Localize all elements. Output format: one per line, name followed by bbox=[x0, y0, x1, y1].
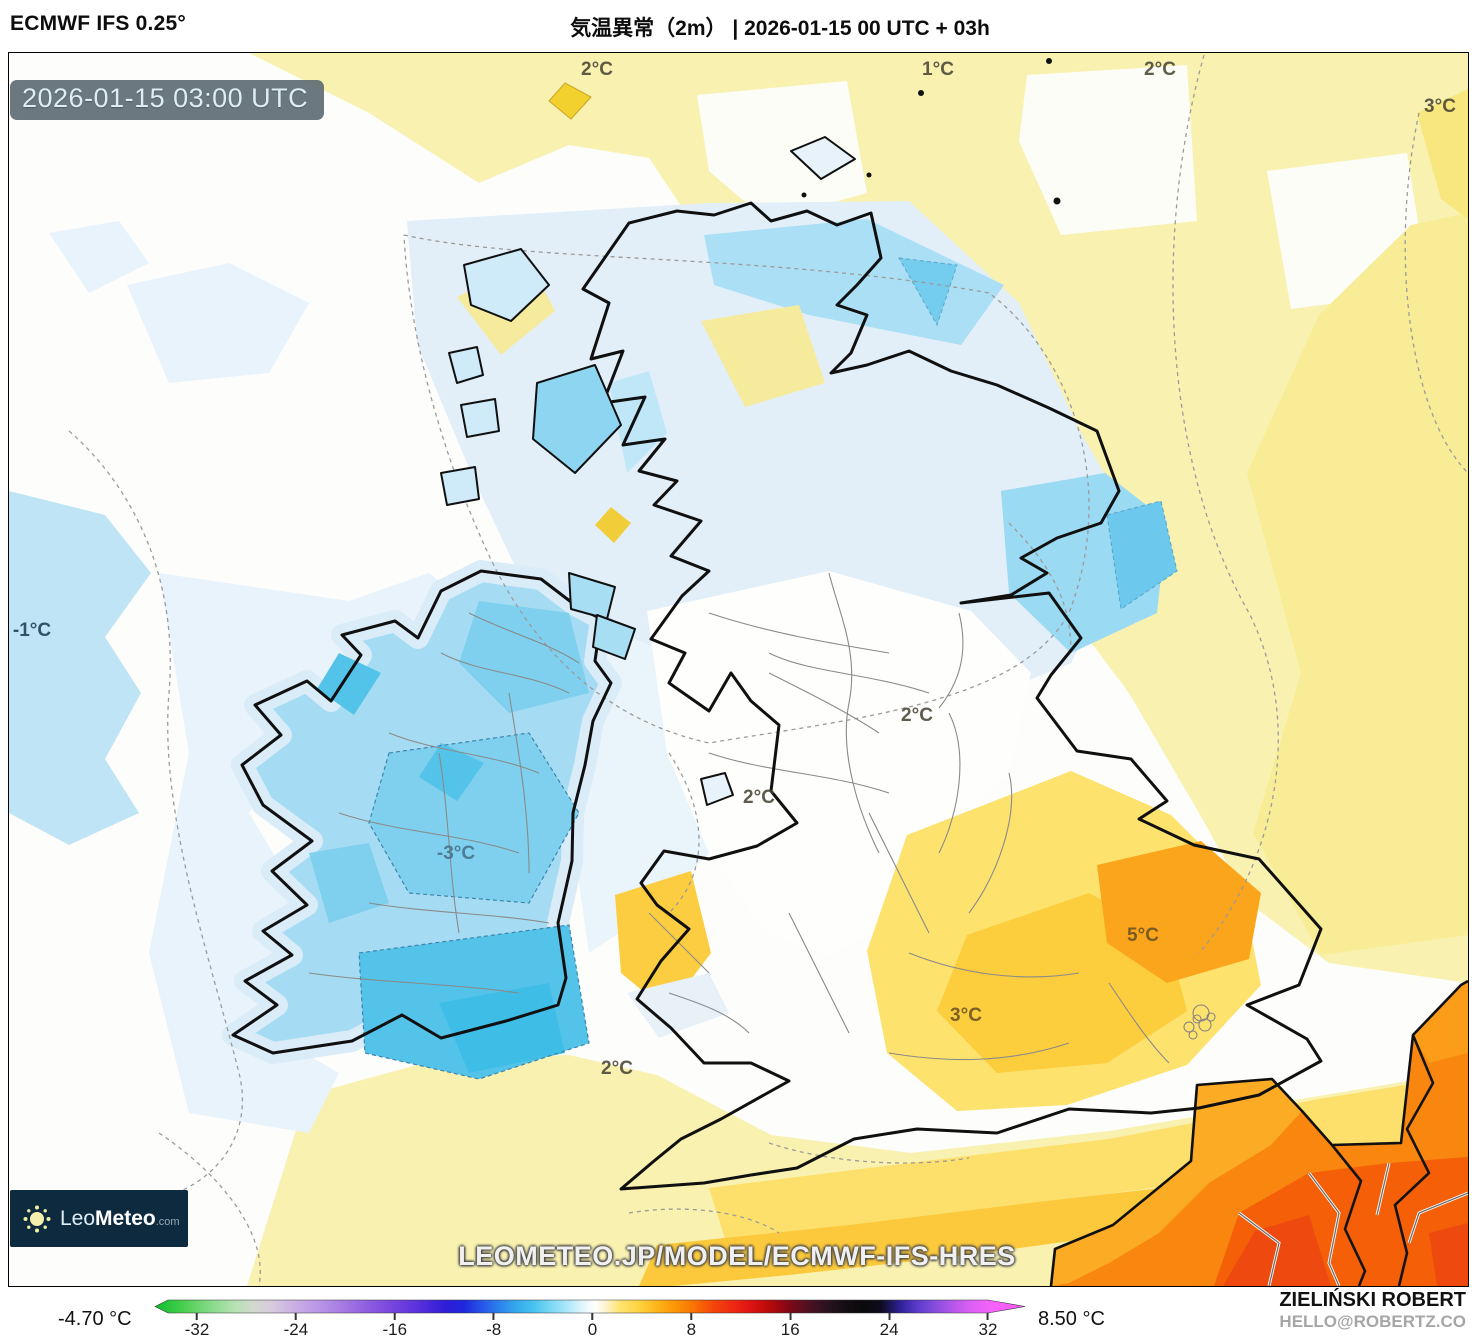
model-label: ECMWF IFS 0.25° bbox=[10, 12, 186, 35]
timestamp-badge: 2026-01-15 03:00 UTC bbox=[10, 80, 325, 120]
attribution-email: HELLO@ROBERTZ.CO bbox=[1279, 1312, 1466, 1331]
islets bbox=[801, 58, 1061, 205]
coastlines bbox=[231, 201, 1323, 1191]
sun-icon bbox=[23, 1205, 51, 1232]
anomaly-map bbox=[8, 52, 1469, 1287]
watermark-url: LEOMETEO.JP/MODEL/ECMWF-IFS-HRES bbox=[458, 1241, 1016, 1271]
leometeo-logo: LeoMeteo.com bbox=[10, 1190, 188, 1247]
continent-landmass bbox=[1051, 981, 1468, 1286]
colorbar-min-label: -4.70 °C bbox=[58, 1308, 132, 1330]
admin-boundaries bbox=[308, 572, 1170, 1064]
anomaly-patch-marker bbox=[548, 82, 592, 120]
colorbar-max-label: 8.50 °C bbox=[1038, 1308, 1105, 1330]
anomaly-map-svg bbox=[9, 53, 1468, 1286]
continent-coastline bbox=[1049, 979, 1468, 1286]
islands bbox=[440, 136, 856, 806]
attribution: ZIELIŃSKI ROBERT HELLO@ROBERTZ.CO bbox=[1279, 1289, 1466, 1332]
page-title: 気温異常（2m） | 2026-01-15 00 UTC + 03h bbox=[570, 17, 990, 40]
london-boundary-cluster bbox=[1183, 1004, 1216, 1040]
colorbar bbox=[154, 1299, 1026, 1314]
logo-wordmark: LeoMeteo.com bbox=[60, 1206, 180, 1230]
attribution-name: ZIELIŃSKI ROBERT bbox=[1279, 1289, 1466, 1311]
contour-lines bbox=[68, 54, 1468, 1286]
